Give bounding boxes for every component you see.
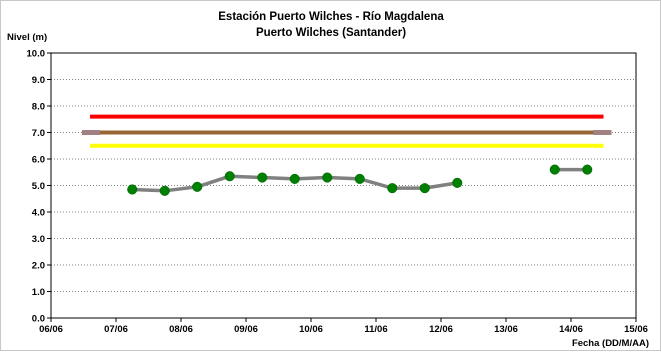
data-point — [452, 177, 463, 188]
x-tick-label: 09/06 — [234, 324, 258, 335]
tick-layer: 0.0 1.0 2.0 3.0 4.0 5.0 6.0 7.0 8.0 9.0 10.0 06/06 0… — [27, 49, 648, 336]
x-tick-label: 11/06 — [364, 324, 387, 335]
data-point — [354, 173, 365, 184]
data-point — [582, 164, 593, 175]
y-tick-label: 1.0 — [32, 287, 45, 298]
y-tick-label: 5.0 — [32, 181, 45, 192]
x-tick-label: 10/06 — [299, 324, 323, 335]
x-tick-label: 08/06 — [169, 324, 193, 335]
x-tick-label: 15/06 — [624, 324, 648, 335]
data-point — [549, 164, 560, 175]
y-tick-label: 8.0 — [32, 102, 45, 113]
y-tick-label: 10.0 — [27, 49, 46, 60]
x-axis-label: Fecha (DD/M/AA) — [572, 338, 649, 349]
y-tick-label: 2.0 — [32, 261, 45, 272]
y-tick-label: 6.0 — [32, 155, 45, 166]
y-tick-label: 4.0 — [32, 208, 45, 219]
data-point — [159, 185, 170, 196]
x-tick-label: 12/06 — [429, 324, 453, 335]
y-tick-label: 3.0 — [32, 234, 45, 245]
x-tick-label: 06/06 — [39, 324, 63, 335]
data-point — [419, 183, 430, 194]
data-point — [289, 173, 300, 184]
chart-subtitle: Puerto Wilches (Santander) — [256, 27, 406, 39]
data-point — [224, 171, 235, 182]
series-layer — [127, 164, 593, 196]
x-tick-label: 07/06 — [104, 324, 128, 335]
x-tick-label: 13/06 — [494, 324, 518, 335]
y-tick-label: 9.0 — [32, 75, 45, 86]
threshold-end-cap — [82, 130, 100, 135]
data-point — [387, 183, 398, 194]
data-point — [192, 181, 203, 192]
x-tick-label: 14/06 — [559, 324, 583, 335]
data-point — [322, 172, 333, 183]
chart-title: Estación Puerto Wilches - Río Magdalena — [218, 11, 444, 23]
y-tick-label: 7.0 — [32, 128, 45, 139]
data-point — [257, 172, 268, 183]
threshold-layer — [82, 114, 612, 148]
plot-area — [50, 52, 637, 319]
y-tick-label: 0.0 — [32, 314, 45, 325]
y-axis-label: Nivel (m) — [7, 32, 47, 43]
threshold-end-cap — [593, 130, 612, 135]
data-point — [127, 184, 138, 195]
